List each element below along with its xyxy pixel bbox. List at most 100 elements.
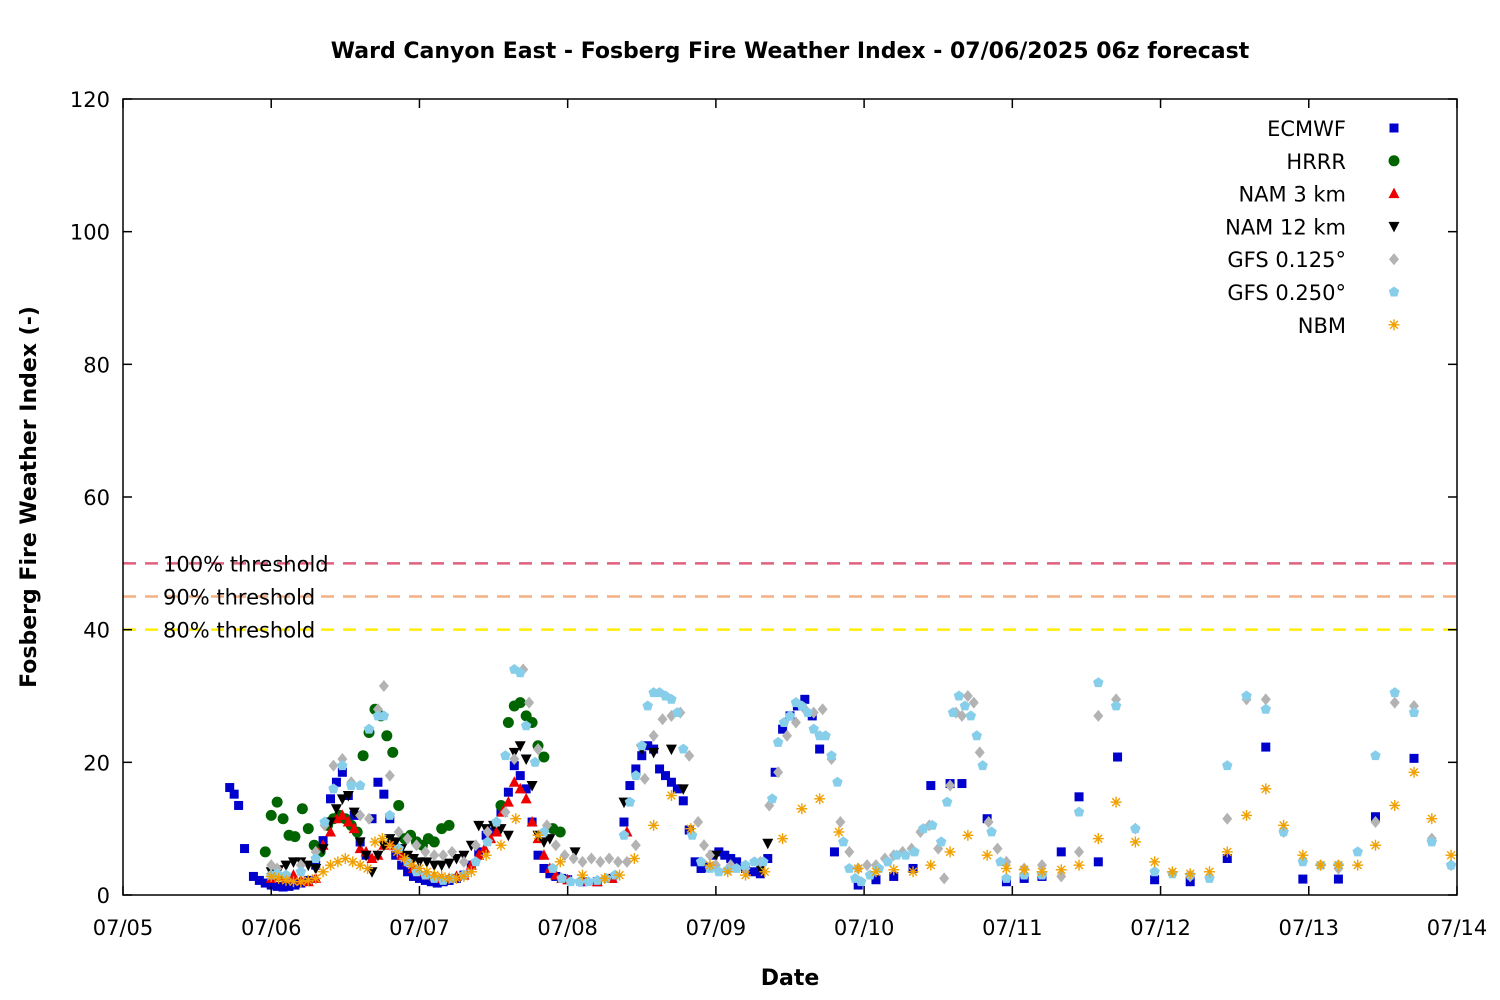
point-ecmwf	[660, 771, 670, 781]
point-gfs-0-125	[470, 839, 481, 852]
point-nbm	[981, 849, 993, 861]
point-gfs-0-250	[1204, 872, 1215, 883]
point-ecmwf	[625, 781, 635, 791]
threshold-label: 90% threshold	[163, 586, 315, 610]
point-gfs-0-125	[992, 842, 1003, 855]
point-gfs-0-250	[1110, 700, 1122, 711]
point-gfs-0-125	[438, 849, 449, 862]
point-ecmwf	[391, 850, 401, 860]
point-ecmwf	[260, 878, 270, 888]
x-tick-label: 07/07	[389, 916, 450, 940]
point-ecmwf	[278, 882, 288, 892]
point-ecmwf	[678, 796, 688, 806]
point-gfs-0-250	[556, 872, 567, 883]
point-nbm	[554, 856, 566, 868]
point-gfs-0-125	[939, 872, 950, 885]
point-nam-3-km	[538, 849, 550, 860]
point-nam-3-km	[514, 782, 526, 794]
point-nam-12-km	[287, 857, 299, 868]
point-ecmwf	[631, 764, 641, 774]
legend-marker-nam-3-km	[1388, 187, 1400, 199]
point-nbm	[1221, 846, 1233, 858]
point-nbm	[907, 866, 919, 878]
point-nam-12-km	[648, 747, 660, 759]
point-gfs-0-250	[1408, 707, 1420, 718]
point-gfs-0-250	[900, 849, 911, 860]
point-nbm	[458, 870, 470, 882]
point-gfs-0-250	[1073, 806, 1085, 817]
point-hrrr	[265, 809, 277, 821]
point-ecmwf	[748, 867, 758, 877]
point-nbm	[510, 813, 522, 825]
point-nbm	[1408, 766, 1420, 778]
point-gfs-0-125	[613, 855, 624, 868]
point-ecmwf	[1150, 875, 1160, 885]
point-nbm	[362, 862, 374, 874]
point-gfs-0-250	[592, 874, 603, 885]
point-gfs-0-125	[657, 713, 668, 726]
point-gfs-0-125	[604, 852, 615, 865]
point-nbm	[287, 876, 299, 888]
point-gfs-0-250	[838, 836, 849, 847]
point-nam-12-km	[360, 850, 372, 862]
point-ecmwf	[521, 784, 531, 794]
legend-label-gfs-0-250: GFS 0.250°	[1227, 281, 1346, 305]
point-nam-12-km	[354, 837, 366, 848]
point-gfs-0-250	[354, 780, 366, 790]
legend-marker-gfs-0-250	[1388, 286, 1400, 297]
point-hrrr	[387, 746, 399, 758]
point-ecmwf	[655, 764, 665, 774]
point-gfs-0-125	[500, 806, 511, 819]
point-nam-12-km	[317, 844, 329, 855]
point-ecmwf	[619, 817, 629, 827]
point-gfs-0-250	[731, 862, 742, 873]
point-nbm	[777, 833, 789, 845]
point-gfs-0-125	[639, 772, 650, 785]
point-nam-3-km	[366, 852, 378, 864]
point-gfs-0-250	[515, 667, 526, 678]
point-nam-3-km	[342, 816, 354, 827]
point-gfs-0-125	[974, 746, 985, 759]
point-gfs-0-125	[420, 845, 431, 858]
point-gfs-0-250	[749, 856, 760, 867]
point-ecmwf	[1261, 742, 1271, 752]
point-gfs-0-250	[538, 826, 550, 837]
point-nam-3-km	[479, 842, 491, 854]
point-nam-3-km	[348, 822, 360, 834]
point-nbm	[796, 803, 808, 815]
point-nbm	[962, 829, 974, 841]
point-ecmwf	[1056, 847, 1066, 857]
point-gfs-0-125	[1370, 816, 1381, 829]
legend-label-nam-3-km: NAM 3 km	[1238, 183, 1346, 207]
point-nbm	[1129, 836, 1141, 848]
point-gfs-0-125	[458, 855, 469, 868]
point-nbm	[495, 839, 507, 851]
x-tick-label: 07/10	[834, 916, 895, 940]
point-gfs-0-125	[586, 852, 597, 865]
point-nam-12-km	[336, 794, 348, 805]
point-ecmwf	[254, 875, 264, 885]
point-ecmwf	[829, 847, 839, 857]
legend-marker-hrrr	[1388, 155, 1400, 167]
point-gfs-0-125	[384, 769, 395, 782]
point-nbm	[944, 846, 956, 858]
point-gfs-0-250	[995, 856, 1006, 867]
point-nam-12-km	[677, 784, 689, 795]
point-nam-12-km	[443, 858, 455, 870]
legend-label-nbm: NBM	[1298, 314, 1346, 338]
point-gfs-0-250	[918, 823, 929, 834]
point-nam-3-km	[491, 825, 503, 837]
point-nam-12-km	[384, 834, 396, 845]
point-hrrr	[302, 823, 314, 835]
point-gfs-0-250	[666, 693, 677, 704]
point-nbm	[1092, 833, 1104, 845]
point-nbm	[1369, 839, 1381, 851]
point-gfs-0-125	[1260, 693, 1271, 706]
y-tick-label: 0	[97, 884, 110, 908]
point-nbm	[280, 874, 292, 886]
point-gfs-0-250	[855, 876, 867, 887]
point-gfs-0-250	[1093, 677, 1104, 688]
point-gfs-0-125	[533, 743, 544, 756]
point-gfs-0-250	[796, 700, 808, 711]
point-gfs-0-125	[1074, 845, 1085, 858]
